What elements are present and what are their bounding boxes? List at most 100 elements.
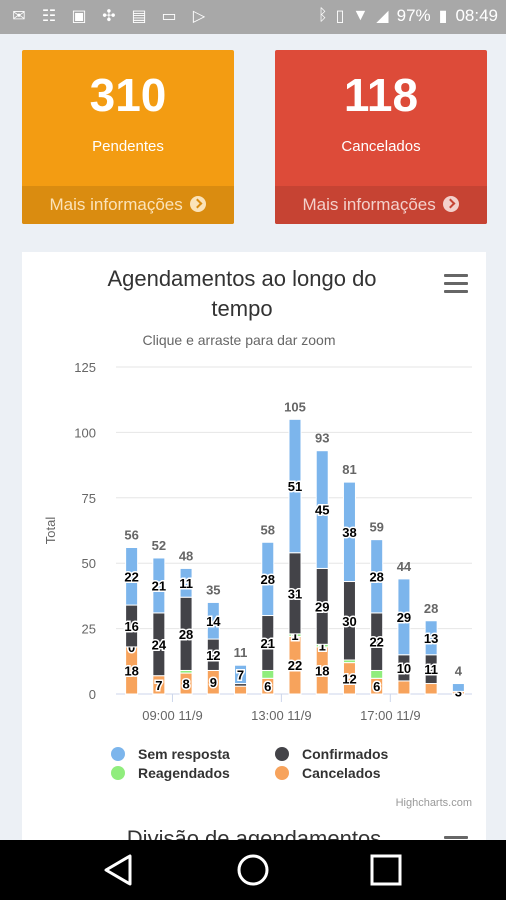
data-label: 11 bbox=[424, 662, 438, 677]
bar-segment bbox=[424, 683, 438, 695]
data-label: 12 bbox=[342, 671, 356, 686]
y-tick-label: 0 bbox=[89, 687, 96, 702]
legend-marker bbox=[111, 766, 125, 780]
total-label: 93 bbox=[315, 431, 329, 446]
pending-more-info-link[interactable]: Mais informações bbox=[22, 186, 234, 224]
data-label: 7 bbox=[237, 667, 244, 682]
vibrate-icon: ▯ bbox=[335, 8, 345, 25]
data-label: 31 bbox=[288, 586, 302, 601]
data-label: 18 bbox=[124, 663, 138, 678]
total-label: 58 bbox=[261, 522, 275, 537]
bar-segment bbox=[370, 539, 384, 614]
arrow-circle-right-icon bbox=[443, 196, 460, 212]
pending-label: Pendentes bbox=[92, 138, 164, 155]
bar-segment bbox=[179, 567, 193, 598]
data-label: 45 bbox=[315, 503, 329, 518]
total-label: 11 bbox=[234, 645, 248, 660]
mail-icon: ✉ bbox=[12, 8, 26, 25]
cancelled-label: Cancelados bbox=[341, 138, 421, 155]
y-tick-label: 25 bbox=[82, 622, 96, 637]
data-label: 22 bbox=[124, 569, 138, 584]
y-tick-label: 50 bbox=[82, 556, 96, 571]
x-tick-label: 09:00 11/9 bbox=[142, 708, 202, 723]
bar-segment bbox=[234, 685, 248, 695]
data-label: 28 bbox=[261, 572, 275, 587]
wifi-icon: ▼ bbox=[352, 7, 369, 24]
total-label: 59 bbox=[369, 520, 383, 535]
voicemail-icon: ☷ bbox=[41, 8, 57, 25]
data-label: 14 bbox=[206, 614, 221, 629]
bar-segment bbox=[261, 669, 275, 679]
recent-apps-icon[interactable] bbox=[368, 852, 404, 888]
bar-segment bbox=[342, 481, 356, 583]
arrow-circle-right-icon bbox=[190, 196, 207, 212]
data-label: 24 bbox=[152, 637, 167, 652]
chart-title: Agendamentos ao longo do tempo bbox=[107, 266, 377, 321]
bar-segment bbox=[397, 578, 411, 656]
stacked-bar-chart[interactable]: 0255075100125Total1801622567242152828114… bbox=[22, 252, 486, 852]
back-icon[interactable] bbox=[100, 852, 136, 888]
x-tick-label: 17:00 11/9 bbox=[360, 708, 420, 723]
play-store-icon: ▷ bbox=[192, 8, 206, 25]
data-label: 21 bbox=[152, 578, 166, 593]
data-label: 6 bbox=[264, 679, 271, 694]
total-label: 56 bbox=[124, 528, 138, 543]
bar-segment bbox=[125, 547, 139, 606]
legend-item: Reagendados bbox=[138, 765, 230, 781]
legend-item: Cancelados bbox=[302, 765, 381, 781]
message-icon: ▭ bbox=[161, 8, 177, 25]
data-label: 10 bbox=[397, 661, 411, 676]
data-label: 11 bbox=[179, 576, 193, 591]
bar-segment bbox=[234, 664, 248, 685]
battery-percent: 97% bbox=[396, 6, 431, 25]
status-bar: ✉ ☷ ▣ ✣ ▤ ▭ ▷ ᛒ ▯ ▼ ◢ 97% ▮ 08:49 bbox=[0, 0, 506, 34]
data-label: 51 bbox=[288, 479, 302, 494]
total-label: 105 bbox=[284, 399, 306, 414]
next-chart-menu-icon[interactable] bbox=[444, 836, 468, 844]
data-label: 9 bbox=[210, 675, 217, 690]
bluetooth-icon: ᛒ bbox=[318, 7, 328, 24]
y-axis-title: Total bbox=[43, 517, 58, 545]
total-label: 28 bbox=[424, 601, 438, 616]
legend-marker bbox=[111, 747, 125, 761]
data-label: 3 bbox=[455, 684, 462, 699]
notification-icons: ✉ ☷ ▣ ✣ ▤ ▭ ▷ bbox=[8, 7, 210, 27]
bar-segment bbox=[261, 541, 275, 617]
chart-credits[interactable]: Highcharts.com bbox=[395, 797, 472, 809]
bar-segment bbox=[370, 669, 384, 679]
data-label: 22 bbox=[288, 658, 302, 673]
status-right: ᛒ ▯ ▼ ◢ 97% ▮ 08:49 bbox=[318, 6, 498, 26]
legend-marker bbox=[275, 747, 289, 761]
navigation-bar bbox=[0, 840, 506, 900]
data-label: 22 bbox=[369, 635, 383, 650]
pending-card: 310 Pendentes Mais informações bbox=[22, 50, 234, 224]
battery-icon: ▮ bbox=[438, 8, 448, 25]
data-label: 29 bbox=[397, 610, 411, 625]
data-label: 28 bbox=[179, 627, 193, 642]
total-label: 81 bbox=[342, 462, 356, 477]
legend-item: Sem resposta bbox=[138, 746, 230, 762]
bar-segment bbox=[315, 450, 329, 569]
data-label: 8 bbox=[182, 677, 189, 692]
data-label: 16 bbox=[124, 619, 138, 634]
bar-segment bbox=[424, 620, 438, 656]
data-label: 28 bbox=[369, 569, 383, 584]
total-label: 35 bbox=[206, 582, 220, 597]
cancelled-count: 118 bbox=[343, 69, 419, 121]
legend-item: Confirmados bbox=[302, 746, 389, 762]
pending-count: 310 bbox=[89, 69, 167, 121]
home-icon[interactable] bbox=[235, 852, 271, 888]
data-label: 1 bbox=[319, 639, 326, 654]
data-label: 30 bbox=[342, 614, 356, 629]
legend-marker bbox=[275, 766, 289, 780]
chart-card: Agendamentos ao longo do tempo Clique e … bbox=[22, 252, 486, 852]
more-info-label: Mais informações bbox=[302, 195, 436, 214]
x-tick-label: 13:00 11/9 bbox=[251, 708, 311, 723]
chart-menu-icon[interactable] bbox=[444, 274, 468, 294]
total-label: 52 bbox=[152, 538, 166, 553]
cancelled-more-info-link[interactable]: Mais informações bbox=[275, 186, 487, 224]
y-tick-label: 75 bbox=[82, 491, 96, 506]
data-label: 6 bbox=[373, 679, 380, 694]
bar-segment bbox=[451, 683, 465, 692]
pinwheel-icon: ✣ bbox=[102, 8, 116, 25]
